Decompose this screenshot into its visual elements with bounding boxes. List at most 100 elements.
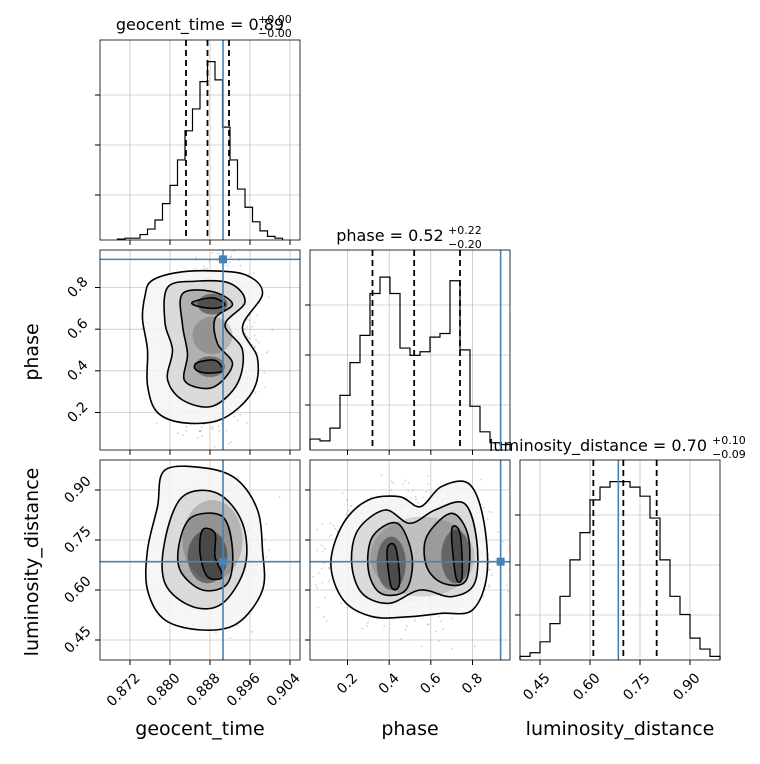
scatter-point xyxy=(244,328,246,331)
tick-label-x-luminosity_distance: 0.75 xyxy=(620,670,653,703)
hist-panel-phase xyxy=(309,249,511,451)
xlabel-geocent-time: geocent_time xyxy=(135,718,264,740)
scatter-point xyxy=(305,521,307,523)
scatter-point xyxy=(323,547,326,550)
scatter-point xyxy=(489,568,492,571)
scatter-point xyxy=(450,647,453,650)
scatter-point xyxy=(227,442,230,445)
scatter-point xyxy=(317,572,320,574)
scatter-point xyxy=(404,628,407,631)
density-fill-level-4 xyxy=(451,525,463,583)
scatter-point xyxy=(437,615,440,618)
scatter-point xyxy=(420,645,423,648)
scatter-point xyxy=(399,638,402,640)
pair-panel-luminosity_distance_vs_geocent_time xyxy=(99,459,301,661)
pair-content xyxy=(144,465,281,639)
title-luminosity-distance-minus: −0.09 xyxy=(712,448,746,461)
xlabel-phase: phase xyxy=(381,718,438,740)
tick-label-y-luminosity_distance: 0.90 xyxy=(61,473,94,506)
scatter-point xyxy=(390,489,393,492)
panel-frame xyxy=(99,459,301,661)
scatter-point xyxy=(482,595,485,598)
contour-level-4 xyxy=(193,359,224,374)
title-luminosity-distance-plus: +0.10 xyxy=(712,434,746,447)
scatter-point xyxy=(225,429,228,432)
scatter-point xyxy=(237,409,240,412)
scatter-point xyxy=(140,327,143,330)
scatter-point xyxy=(426,474,429,477)
tick-label-x-geocent_time: 0.880 xyxy=(144,670,184,710)
scatter-point xyxy=(323,616,325,618)
scatter-point xyxy=(324,596,326,599)
panels-layer: 0.872 0.880 0.888 0.896 0.904 0.2 0.4 0.6 0.8 0.4… xyxy=(61,39,721,710)
scatter-point xyxy=(227,264,229,267)
scatter-point xyxy=(346,499,349,501)
scatter-point xyxy=(291,579,293,581)
scatter-point xyxy=(316,587,318,589)
density-blob xyxy=(376,536,406,590)
histogram-step xyxy=(116,61,284,240)
tick-label-x-phase: 0.6 xyxy=(417,670,444,697)
scatter-point xyxy=(507,590,509,592)
tick-label-x-luminosity_distance: 0.45 xyxy=(520,670,553,703)
scatter-point xyxy=(440,620,442,623)
tick-label-y-phase: 0.8 xyxy=(64,274,91,301)
histogram-step xyxy=(309,276,511,450)
scatter-point xyxy=(425,490,428,493)
tick-label-y-luminosity_distance: 0.45 xyxy=(61,623,94,656)
panel-frame xyxy=(309,249,511,451)
scatter-point xyxy=(350,504,353,507)
scatter-point xyxy=(332,524,335,527)
scatter-point xyxy=(237,476,240,479)
scatter-point xyxy=(185,430,188,432)
scatter-point xyxy=(155,422,158,425)
tick-label-x-phase: 0.2 xyxy=(334,670,361,697)
scatter-point xyxy=(211,425,214,428)
title-phase-minus: −0.20 xyxy=(448,238,482,251)
contour-level-1 xyxy=(330,480,489,619)
scatter-point xyxy=(220,422,223,425)
scatter-point xyxy=(265,556,268,559)
scatter-point xyxy=(267,350,270,352)
scatter-point xyxy=(407,490,410,492)
contour-level-1 xyxy=(141,269,264,425)
hist-panel-luminosity_distance xyxy=(519,459,721,661)
ylabel-luminosity-distance: luminosity_distance xyxy=(21,468,43,657)
scatter-point xyxy=(217,252,219,255)
scatter-point xyxy=(243,219,245,221)
scatter-point xyxy=(176,432,179,434)
scatter-point xyxy=(233,250,235,253)
pair-content xyxy=(291,474,510,650)
contour-level-2 xyxy=(163,279,246,408)
scatter-point xyxy=(321,550,324,553)
tick-label-y-phase: 0.6 xyxy=(64,316,91,343)
scatter-point xyxy=(409,497,412,499)
pair-content xyxy=(140,219,274,452)
scatter-point xyxy=(255,339,258,342)
scatter-point xyxy=(486,518,489,520)
scatter-point xyxy=(488,585,491,588)
tick-label-y-phase: 0.4 xyxy=(64,357,91,384)
tick-label-x-geocent_time: 0.888 xyxy=(184,670,224,710)
scatter-point xyxy=(230,441,233,443)
scatter-point xyxy=(347,509,350,512)
tick-label-x-geocent_time: 0.872 xyxy=(104,670,144,710)
scatter-point xyxy=(315,549,318,552)
scatter-point xyxy=(328,566,331,569)
scatter-point xyxy=(253,321,256,324)
scatter-point xyxy=(230,450,232,452)
scatter-point xyxy=(271,329,274,331)
scatter-point xyxy=(194,267,197,270)
title-phase-median: 0.52 xyxy=(408,226,444,245)
scatter-point xyxy=(182,434,185,437)
scatter-point xyxy=(380,474,383,476)
scatter-point xyxy=(265,523,268,525)
tick-label-x-luminosity_distance: 0.90 xyxy=(670,670,703,703)
scatter-point xyxy=(438,640,440,643)
scatter-point xyxy=(185,425,188,428)
scatter-point xyxy=(218,429,221,432)
contour-level-1 xyxy=(144,465,266,631)
scatter-point xyxy=(311,575,314,578)
scatter-point xyxy=(414,495,417,498)
